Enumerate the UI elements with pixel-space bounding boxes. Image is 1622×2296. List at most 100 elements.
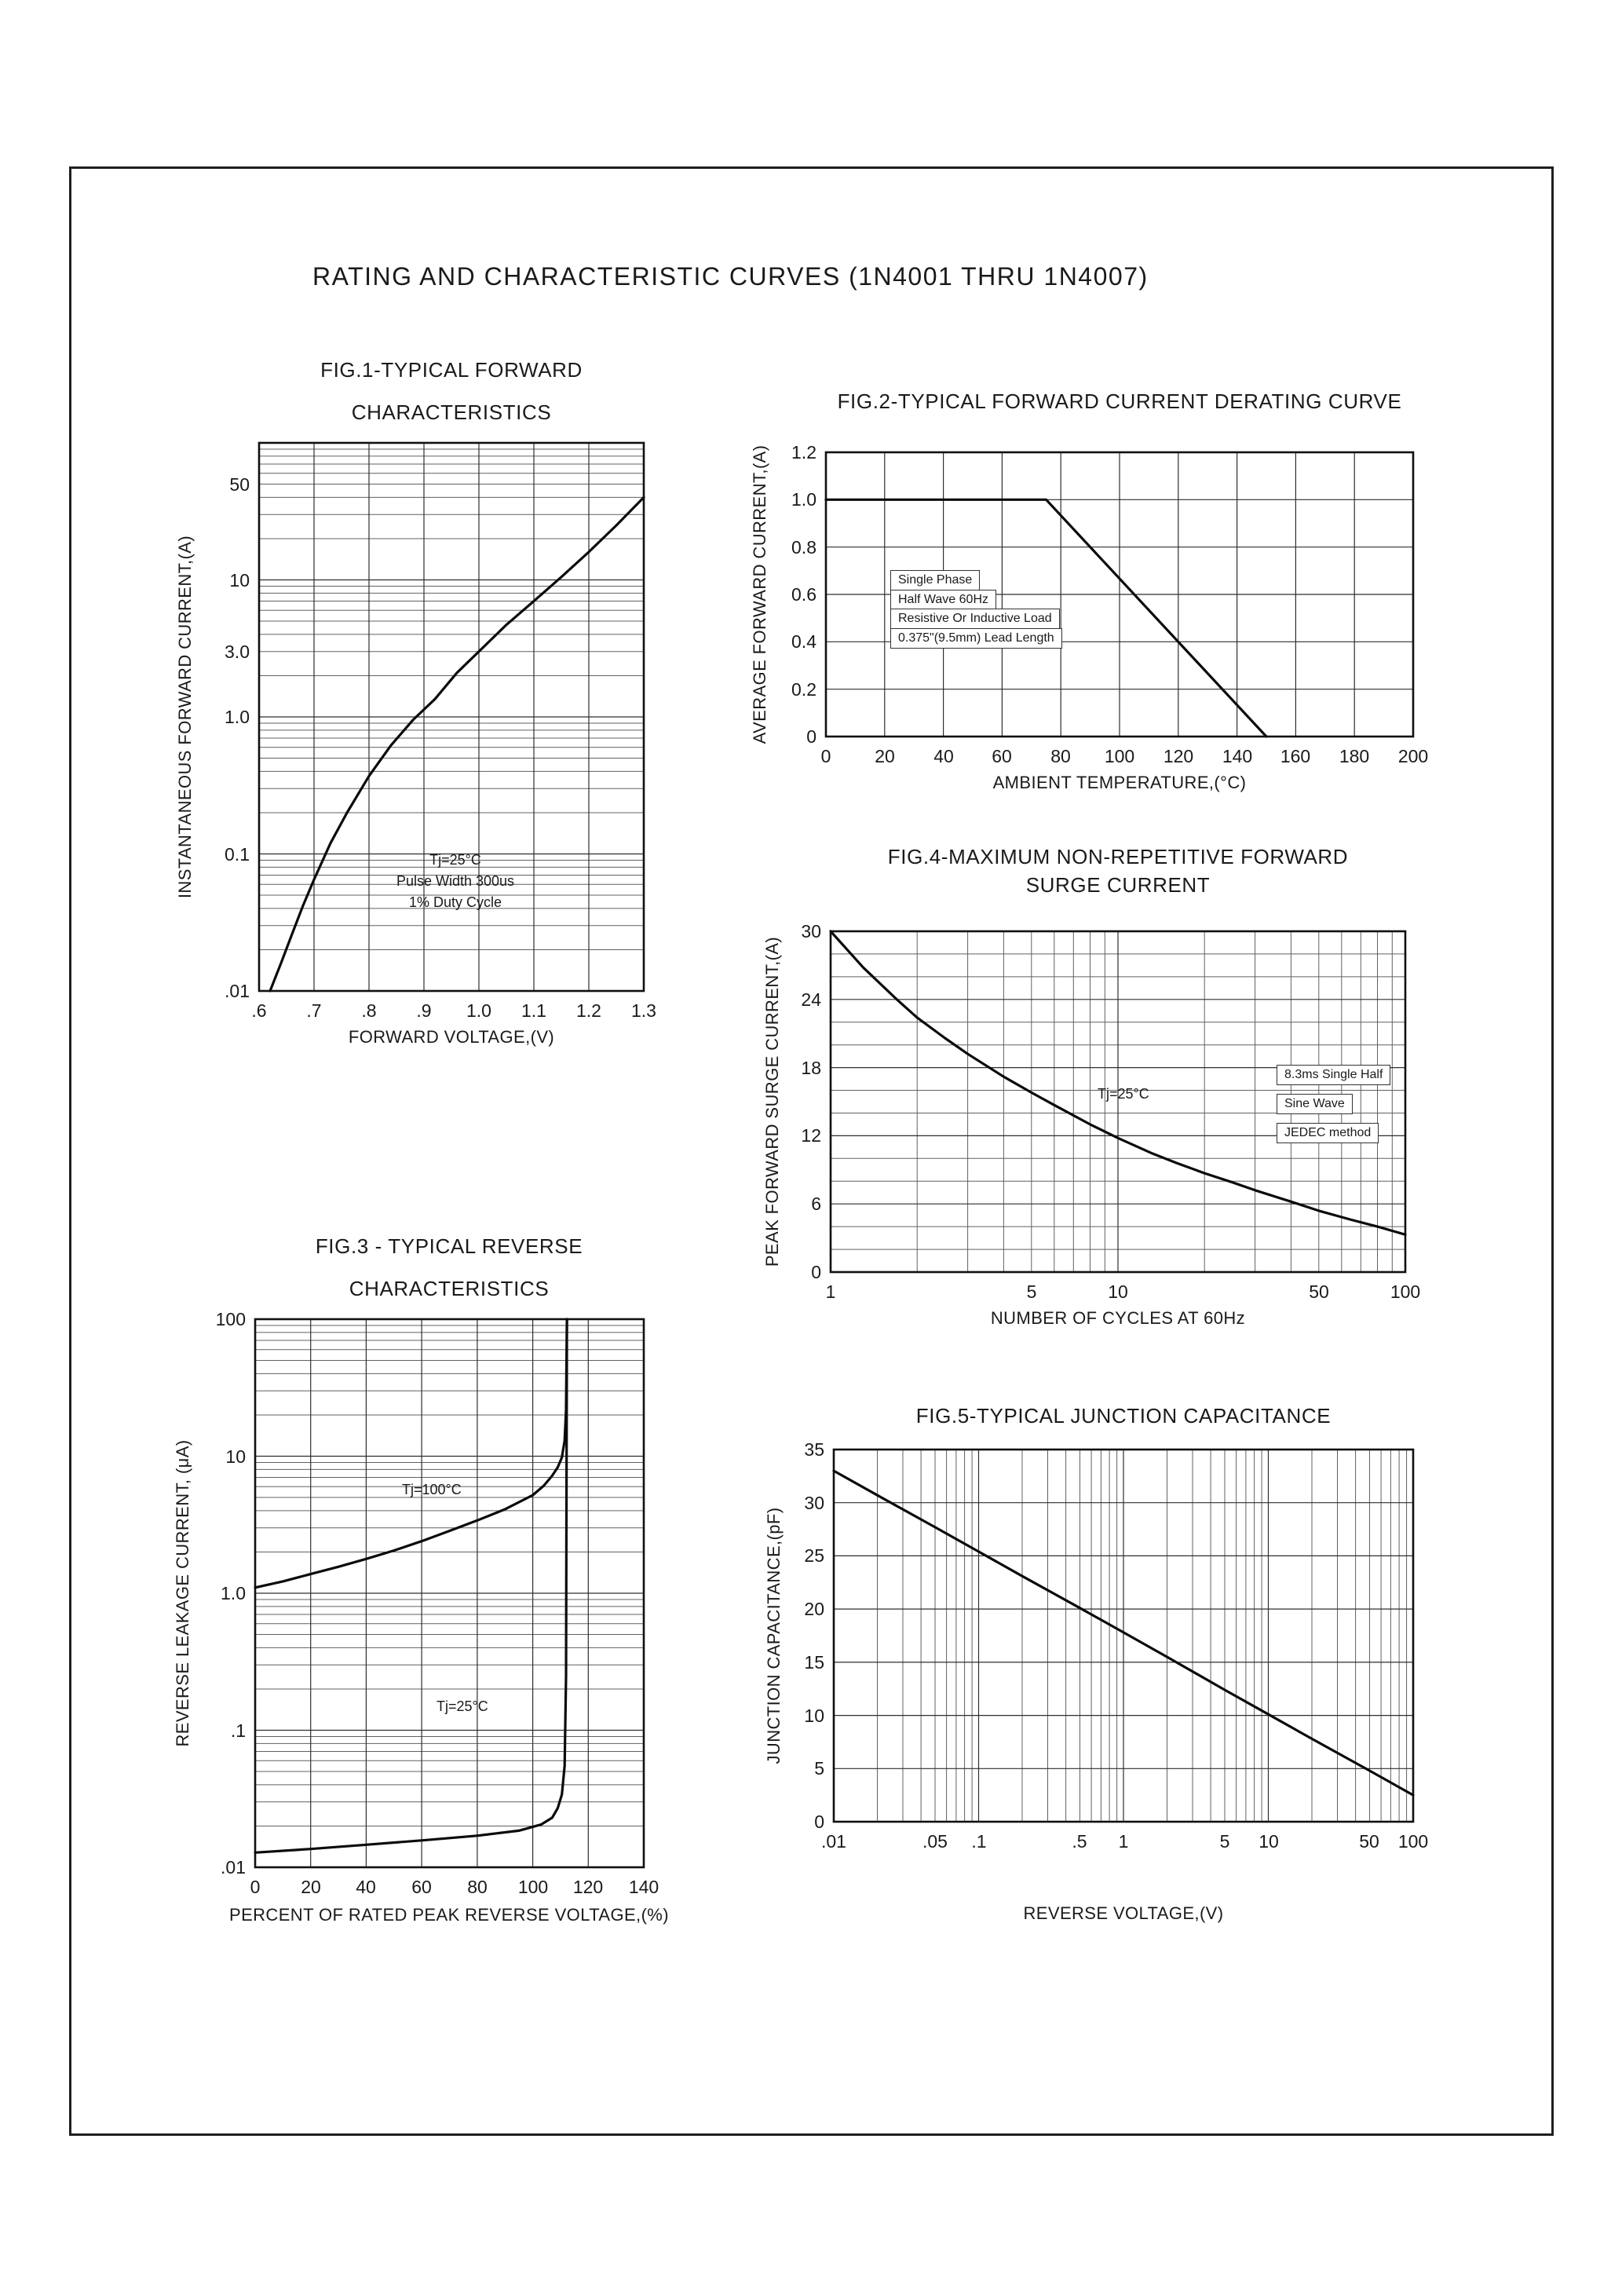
fig5-x-tick-label: 1 bbox=[1118, 1831, 1129, 1852]
fig1-y-tick-label: 10 bbox=[229, 570, 250, 590]
fig4-y-tick-label: 30 bbox=[801, 921, 821, 941]
fig2-x-axis-label: AMBIENT TEMPERATURE,(°C) bbox=[992, 773, 1247, 792]
fig4-y-tick-label: 0 bbox=[811, 1262, 821, 1282]
fig3-x-tick-label: 40 bbox=[356, 1877, 376, 1897]
fig3-title: CHARACTERISTICS bbox=[349, 1277, 550, 1300]
fig5-grid-major bbox=[834, 1450, 1413, 1822]
fig4-y-tick-label: 6 bbox=[811, 1194, 821, 1214]
fig1-annotation-line: Tj=25°C bbox=[429, 852, 481, 868]
fig2-annotation-line: Single Phase bbox=[890, 570, 981, 590]
fig5-x-tick-label: .05 bbox=[922, 1831, 948, 1852]
fig4-annotation-line: Tj=25°C bbox=[1098, 1086, 1149, 1102]
fig1-x-tick-label: .6 bbox=[251, 1000, 267, 1021]
fig5-y-tick-label: 5 bbox=[814, 1758, 824, 1779]
fig4-annotation-line: 8.3ms Single Half bbox=[1277, 1065, 1391, 1085]
fig5-x-tick-label: .1 bbox=[971, 1831, 987, 1852]
fig4-x-tick-label: 100 bbox=[1390, 1281, 1421, 1302]
fig3-title: FIG.3 - TYPICAL REVERSE bbox=[315, 1234, 583, 1258]
fig2-y-axis-label: AVERAGE FORWARD CURRENT,(A) bbox=[750, 444, 769, 744]
fig2-y-tick-label: 0.4 bbox=[791, 631, 816, 652]
fig4-x-tick-label: 5 bbox=[1026, 1281, 1037, 1302]
fig2-annotation-line: Resistive Or Inductive Load bbox=[890, 609, 1060, 630]
page-border bbox=[69, 166, 1554, 2136]
fig3-annotation: Tj=25°C bbox=[437, 1696, 546, 1717]
fig2-y-tick-label: 1.0 bbox=[791, 489, 816, 510]
fig2-x-tick-label: 60 bbox=[992, 746, 1012, 766]
fig3-plot-frame bbox=[254, 1318, 645, 1869]
fig1-annotation: Tj=25°C Pulse Width 300us 1% Duty Cycle bbox=[369, 850, 542, 913]
fig3-y-axis-label: REVERSE LEAKAGE CURRENT, (μA) bbox=[173, 1439, 192, 1747]
fig2-curve-derating bbox=[824, 498, 1268, 738]
fig1-y-tick-label: 0.1 bbox=[225, 844, 250, 865]
fig5-y-tick-label: 15 bbox=[804, 1652, 824, 1673]
fig2-x-tick-label: 40 bbox=[933, 746, 954, 766]
fig2-y-tick-label: 0.2 bbox=[791, 679, 816, 700]
fig4-title: FIG.4-MAXIMUM NON-REPETITIVE FORWARD bbox=[887, 845, 1349, 868]
fig5-x-tick-label: 50 bbox=[1359, 1831, 1379, 1852]
fig2-x-tick-label: 80 bbox=[1050, 746, 1071, 766]
fig4-y-tick-label: 18 bbox=[801, 1058, 821, 1078]
fig1-x-tick-label: 1.1 bbox=[521, 1000, 546, 1021]
fig5-y-tick-label: 35 bbox=[804, 1439, 824, 1460]
fig1-curve-forward-current bbox=[269, 495, 645, 993]
fig1-y-tick-label: .01 bbox=[225, 981, 250, 1001]
fig1-x-tick-label: 1.0 bbox=[466, 1000, 491, 1021]
fig3-annotation: Tj=100°C bbox=[402, 1479, 520, 1501]
fig4-y-tick-label: 12 bbox=[801, 1125, 821, 1146]
fig4-annotation-line: JEDEC method bbox=[1277, 1123, 1379, 1143]
fig5-plot-canvas bbox=[832, 1448, 1415, 1823]
fig1-y-tick-label: 1.0 bbox=[225, 707, 250, 727]
fig3-x-tick-label: 140 bbox=[628, 1877, 659, 1897]
fig1-plot-canvas bbox=[258, 441, 645, 993]
fig1-x-tick-label: 1.3 bbox=[631, 1000, 656, 1021]
fig5-plot-frame bbox=[832, 1448, 1415, 1823]
fig4-plot-frame bbox=[829, 930, 1407, 1274]
fig5-grid-minor bbox=[877, 1450, 1408, 1822]
fig2-x-tick-label: 100 bbox=[1104, 746, 1135, 766]
fig1-annotation-line: 1% Duty Cycle bbox=[408, 894, 502, 910]
fig3-grid-minor bbox=[255, 1325, 644, 1826]
fig3-annotation-line: Tj=100°C bbox=[402, 1482, 462, 1497]
fig2-annotation-line: 0.375"(9.5mm) Lead Length bbox=[890, 627, 1062, 649]
fig2-x-tick-label: 140 bbox=[1222, 746, 1253, 766]
fig1-grid-major bbox=[259, 443, 644, 991]
fig5-y-tick-label: 25 bbox=[804, 1545, 824, 1566]
fig3-x-tick-label: 0 bbox=[250, 1877, 261, 1897]
fig2-y-tick-label: 0.6 bbox=[791, 584, 816, 605]
fig1-x-tick-label: .7 bbox=[306, 1000, 322, 1021]
fig2-x-tick-label: 0 bbox=[820, 746, 831, 766]
fig1-annotation-line: Pulse Width 300us bbox=[396, 873, 515, 889]
fig5-y-tick-label: 30 bbox=[804, 1493, 824, 1513]
fig1-x-tick-label: 1.2 bbox=[576, 1000, 601, 1021]
fig1-x-tick-label: .9 bbox=[416, 1000, 432, 1021]
fig3-grid-major bbox=[255, 1319, 644, 1867]
fig2-plot-frame bbox=[824, 451, 1415, 738]
fig3-x-tick-label: 80 bbox=[467, 1877, 488, 1897]
fig1-x-tick-label: .8 bbox=[361, 1000, 377, 1021]
fig5-y-axis-label: JUNCTION CAPACITANCE,(pF) bbox=[764, 1507, 784, 1764]
fig4-x-tick-label: 50 bbox=[1309, 1281, 1329, 1302]
fig5-y-tick-label: 20 bbox=[804, 1599, 824, 1619]
fig5-x-tick-label: .5 bbox=[1072, 1831, 1087, 1852]
fig5-title: FIG.5-TYPICAL JUNCTION CAPACITANCE bbox=[915, 1404, 1332, 1428]
fig4-annotation-line: Sine Wave bbox=[1277, 1094, 1353, 1114]
fig3-curve-tj-100c bbox=[254, 1318, 568, 1589]
fig5-x-tick-label: 5 bbox=[1219, 1831, 1230, 1852]
fig3-y-tick-label: .01 bbox=[221, 1857, 246, 1877]
fig3-plot-canvas bbox=[254, 1318, 645, 1869]
fig5-y-tick-label: 10 bbox=[804, 1706, 824, 1726]
fig3-x-tick-label: 20 bbox=[301, 1877, 321, 1897]
fig3-annotation-line: Tj=25°C bbox=[437, 1698, 488, 1714]
fig2-annotation-line: Half Wave 60Hz bbox=[890, 589, 996, 610]
fig1-plot-frame bbox=[258, 441, 645, 993]
fig5-y-tick-label: 0 bbox=[814, 1812, 824, 1832]
fig3-y-tick-label: 1.0 bbox=[221, 1583, 246, 1603]
fig2-x-tick-label: 180 bbox=[1339, 746, 1370, 766]
fig5-x-tick-label: 100 bbox=[1397, 1831, 1429, 1852]
fig1-grid-minor bbox=[259, 448, 644, 950]
fig2-x-tick-label: 200 bbox=[1397, 746, 1429, 766]
fig5-x-tick-label: .01 bbox=[821, 1831, 846, 1852]
fig1-title: CHARACTERISTICS bbox=[351, 400, 552, 424]
fig1-x-axis-label: FORWARD VOLTAGE,(V) bbox=[348, 1027, 555, 1047]
fig1-y-tick-label: 50 bbox=[229, 474, 250, 495]
